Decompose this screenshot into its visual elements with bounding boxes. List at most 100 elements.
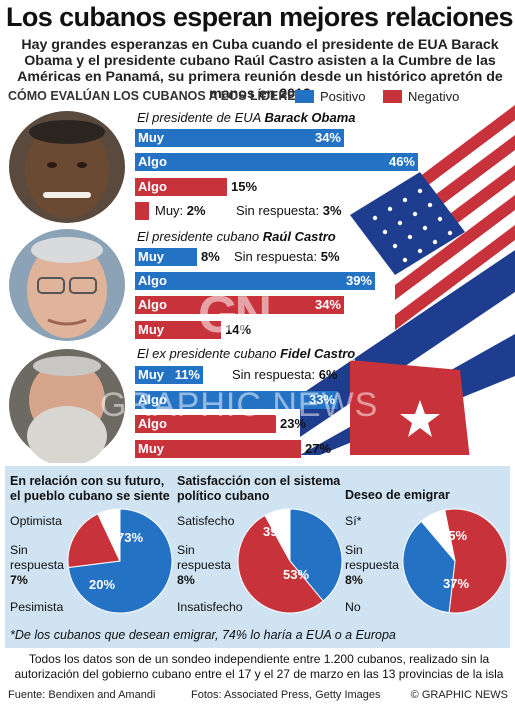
bar-raul-algo-negative: Algo 34%: [135, 296, 344, 314]
leader-name: Fidel Castro: [280, 346, 356, 361]
slice-value: 8%: [177, 573, 195, 587]
leader-prefix: El presidente cubano: [137, 229, 260, 244]
slice-name: Sin respuesta: [177, 543, 232, 572]
bar-value-label: 27%: [305, 441, 332, 456]
bar-label: Algo: [138, 273, 167, 288]
bar-value-label: 34%: [314, 130, 341, 145]
bar-label: Muy: [138, 249, 164, 264]
row-label: Sin respuesta:: [232, 367, 316, 382]
copyright: © GRAPHIC NEWS: [410, 689, 508, 701]
leader-label-raul-castro: El presidente cubano Raúl Castro: [137, 229, 336, 244]
bar-fidel-muy-positive: Muy 11%: [135, 366, 203, 384]
graphic-news-text-watermark: GRAPHIC NEWS: [100, 386, 379, 424]
bar-value-label: 23%: [280, 416, 307, 431]
bar-value-label: 39%: [345, 273, 372, 288]
legend-negative-label: Negativo: [408, 89, 460, 104]
page-subtitle: Hay grandes esperanzas en Cuba cuando el…: [17, 37, 503, 102]
pie-label-no-answer: Sin respuesta 8%: [345, 543, 400, 588]
bar-fidel-muy-negative: Muy: [135, 440, 301, 458]
pie-slice-1: [237, 514, 324, 614]
pie-slice-1: [67, 513, 121, 569]
slice-name: Sin respuesta: [10, 543, 65, 572]
bar-label: Algo: [138, 416, 167, 431]
bar-value-label: 14%: [225, 322, 252, 337]
us-flag: [395, 90, 515, 345]
row-label: Sin respuesta:: [234, 249, 318, 264]
bar-raul-muy-positive: Muy: [135, 248, 197, 266]
row-label: Muy:: [155, 203, 184, 218]
leader-name: Barack Obama: [264, 110, 356, 125]
fidel-no-answer-text: Sin respuesta: 6%: [232, 367, 338, 382]
slice-value: 7%: [10, 573, 28, 587]
obama-no-answer-text: Sin respuesta: 3%: [236, 203, 342, 218]
row-value: 2%: [186, 203, 206, 218]
survey-note: Todos los datos son de un sondeo indepen…: [14, 652, 504, 681]
bar-label: Muy: [138, 130, 164, 145]
pie-value-si: 55%: [441, 528, 468, 543]
bar-label: Algo: [138, 392, 167, 407]
bar-label: Algo: [138, 297, 167, 312]
pie-label-no-answer: Sin respuesta 8%: [177, 543, 232, 588]
leader-label-fidel-castro: El ex presidente cubano Fidel Castro: [137, 346, 356, 361]
graphic-news-logo-watermark: GN: [198, 286, 272, 344]
legend-positive: Positivo: [295, 89, 366, 104]
pie-title-political: Satisfacción con el sistema político cub…: [177, 474, 341, 503]
bar-raul-muy-negative: Muy: [135, 321, 221, 339]
row-label: Sin respuesta:: [236, 203, 320, 218]
pie-value-insatisfecho: 53%: [283, 567, 310, 582]
obama-muy-negative-text: Muy: 2%: [155, 203, 206, 218]
ratings-heading: CÓMO EVALÚAN LOS CUBANOS A LOS LÍDERES: [8, 89, 305, 103]
bar-obama-algo-positive: Algo 46%: [135, 153, 418, 171]
leader-name: Raúl Castro: [262, 229, 336, 244]
legend-negative: Negativo: [383, 89, 459, 104]
survey-panel: En relación con su futuro, el pueblo cub…: [5, 466, 510, 648]
leader-prefix: El ex presidente cubano: [137, 346, 277, 361]
pie-value-pesimista: 20%: [89, 577, 116, 592]
footnote: *De los cubanos que desean emigrar, 74% …: [10, 628, 396, 642]
bar-value-label: 34%: [314, 297, 341, 312]
bar-label: Algo: [138, 179, 167, 194]
fidel-castro-photo: [9, 349, 125, 463]
source-credit: Fuente: Bendixen and Amandi: [8, 689, 156, 701]
bar-value-label: 33%: [308, 392, 335, 407]
bar-label: Muy: [138, 322, 164, 337]
pie-slice-2: [264, 508, 291, 562]
bar-obama-muy-negative: [135, 202, 149, 220]
bar-obama-algo-negative: Algo: [135, 178, 227, 196]
bar-fidel-algo-negative: Algo: [135, 415, 276, 433]
raul-castro-photo: [9, 229, 125, 341]
bar-fidel-algo-positive: Algo 33%: [135, 391, 338, 409]
row-value: 6%: [318, 367, 338, 382]
pie-slice-1: [402, 520, 456, 614]
slice-value: 8%: [345, 573, 363, 587]
pie-value-optimista: 73%: [117, 530, 144, 545]
pie-slice-2: [97, 508, 121, 562]
row-value: 3%: [322, 203, 342, 218]
pie-title-emigrate: Deseo de emigrar: [345, 488, 450, 502]
bar-obama-muy-positive: Muy 34%: [135, 129, 344, 147]
bar-value-label: 46%: [388, 154, 415, 169]
leader-prefix: El presidente de EUA: [137, 110, 261, 125]
page-title: Los cubanos esperan mejores relaciones c…: [6, 2, 515, 32]
bar-label: Muy: [138, 441, 164, 456]
legend-positive-swatch: [295, 90, 314, 103]
pie-label-no-answer: Sin respuesta 7%: [10, 543, 65, 588]
bar-raul-algo-positive: Algo 39%: [135, 272, 375, 290]
legend-negative-swatch: [383, 90, 402, 103]
pie-slice-2: [420, 509, 456, 562]
obama-photo: [9, 111, 125, 223]
pie-label-optimista: Optimista: [10, 514, 62, 528]
photo-credit: Fotos: Associated Press, Getty Images: [191, 689, 381, 701]
pie-chart-emigrate: [402, 508, 508, 614]
pie-label-no: No: [345, 600, 361, 614]
bar-value-label: 15%: [231, 179, 258, 194]
bar-value-label: 11%: [174, 367, 200, 382]
us-flag-canton: [350, 172, 465, 275]
pie-value-satisfecho: 39%: [263, 524, 290, 539]
legend-positive-label: Positivo: [320, 89, 366, 104]
bar-label: Muy: [138, 367, 164, 382]
leader-label-obama: El presidente de EUA Barack Obama: [137, 110, 356, 125]
pie-value-no: 37%: [443, 576, 470, 591]
bar-value-label: 8%: [201, 249, 220, 264]
